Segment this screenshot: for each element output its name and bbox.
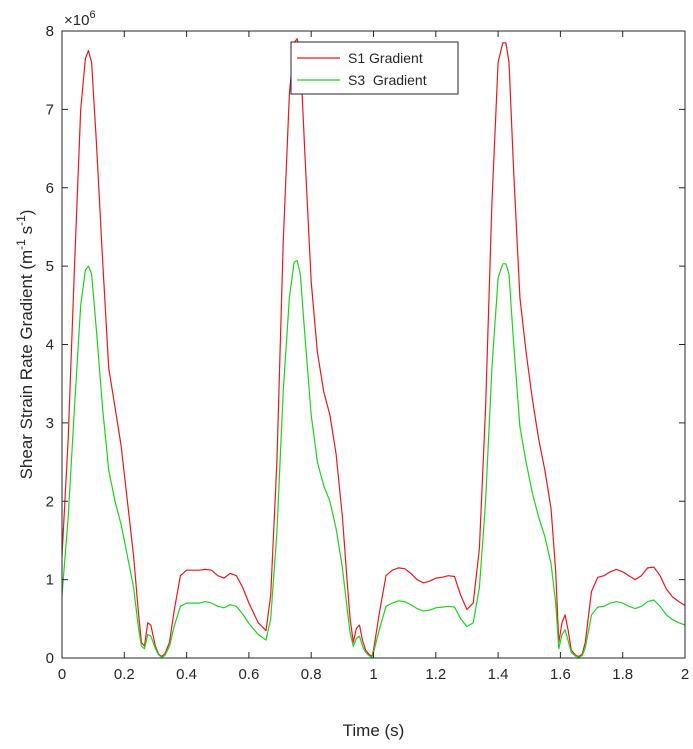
legend: S1 Gradient S3 Gradient <box>290 41 459 95</box>
legend-label-s1-gradient: S1 Gradient <box>348 50 423 66</box>
series-layer <box>61 38 686 658</box>
x-tick-label: 0.6 <box>238 666 259 683</box>
legend-box <box>290 41 459 95</box>
y-tick-label: 8 <box>46 23 54 40</box>
y-axis-label-exp1: -1 <box>14 239 28 250</box>
y-axis-label-end: ) <box>17 210 36 216</box>
y-tick-label: 3 <box>46 415 54 432</box>
x-tick-label: 1.8 <box>612 666 633 683</box>
x-tick-label: 1.4 <box>488 666 509 683</box>
y-tick-label: 4 <box>46 337 54 354</box>
x-tick-label: 0.2 <box>114 666 135 683</box>
x-tick-label: 2 <box>681 666 689 683</box>
y-axis-label: Shear Strain Rate Gradient (m-1 s-1) <box>14 210 36 480</box>
y-tick-label: 7 <box>46 101 54 118</box>
legend-label-s3-gradient: S3 Gradient <box>348 72 427 88</box>
y-tick-label: 1 <box>46 572 54 589</box>
y-tick-label: 0 <box>46 650 54 667</box>
series-line-s1-gradient <box>61 38 686 657</box>
y-tick-label: 2 <box>46 493 54 510</box>
x-tick-label: 0 <box>58 666 66 683</box>
x-tick-label: 1.6 <box>550 666 571 683</box>
y-axis-label-main: Shear Strain Rate Gradient (m <box>17 250 36 480</box>
x-tick-label: 1 <box>369 666 377 683</box>
x-tick-label: 0.4 <box>176 666 197 683</box>
x-tick-label: 1.2 <box>425 666 446 683</box>
axes-layer: 0 0.2 0.4 0.6 0.8 1 1.2 1.4 1.6 1.8 2 0 1 2 3 4 5 6 7 8 <box>46 23 690 683</box>
plot-area <box>62 31 685 658</box>
y-axis-multiplier-base: ×10 <box>64 12 89 29</box>
y-axis-multiplier-exponent: 6 <box>89 9 95 21</box>
y-axis-multiplier: ×106 <box>64 9 96 29</box>
series-line-s3-gradient <box>61 260 686 658</box>
x-axis-label: Time (s) <box>343 721 405 740</box>
y-axis-label-mid: s <box>17 226 36 239</box>
y-axis-label-exp2: -1 <box>14 215 28 226</box>
x-tick-label: 0.8 <box>301 666 322 683</box>
y-tick-label: 6 <box>46 180 54 197</box>
y-tick-label: 5 <box>46 258 54 275</box>
